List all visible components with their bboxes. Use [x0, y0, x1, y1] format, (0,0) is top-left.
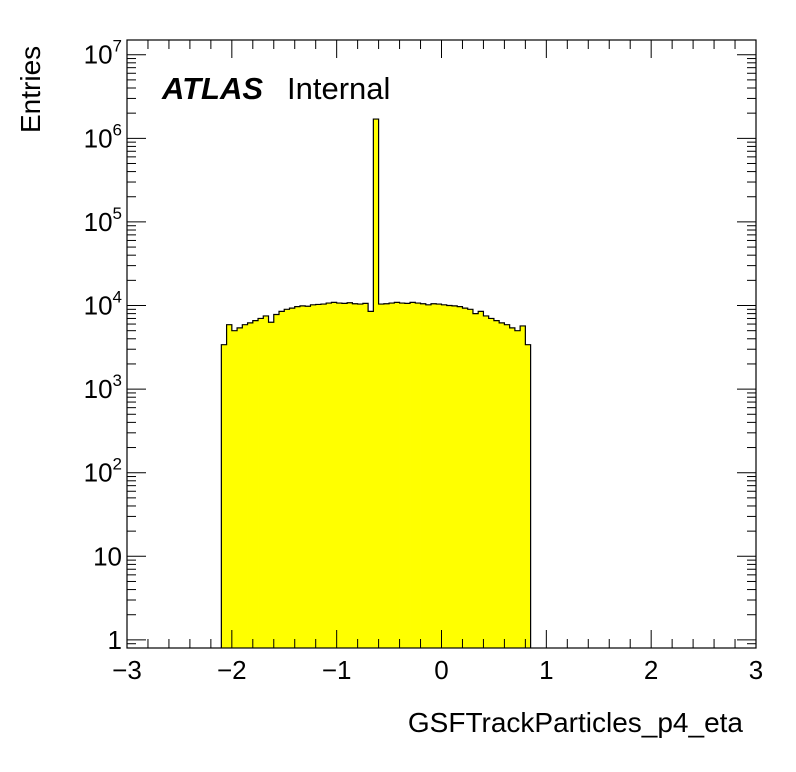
histogram-bar: [289, 308, 296, 648]
histogram-bar: [504, 324, 511, 648]
histogram-bar: [399, 303, 406, 648]
y-tick-labels: 1 10 102 103 104 105 106 107: [84, 37, 122, 655]
histogram-bar: [436, 304, 442, 648]
histogram-bar: [263, 315, 269, 648]
histogram-bar: [451, 305, 458, 648]
histogram-bar: [341, 303, 348, 648]
histogram-bar: [326, 303, 332, 648]
histogram-bar: [294, 306, 301, 648]
histogram-bar: [467, 309, 474, 648]
histogram-bars: [221, 119, 532, 648]
x-tick-label: 2: [644, 655, 658, 685]
histogram-bar: [373, 119, 379, 648]
y-axis-title: Entries: [15, 46, 46, 133]
histogram-outline: [220, 118, 532, 648]
histogram-bar: [368, 311, 374, 648]
histogram-bar: [242, 324, 248, 648]
y-tick-label: 105: [84, 204, 122, 237]
histogram-bar: [394, 302, 400, 648]
histogram-bar: [320, 304, 327, 648]
histogram-bar: [509, 327, 516, 648]
histogram-bar: [331, 302, 338, 648]
histogram-bar: [226, 324, 233, 648]
histogram-bar: [425, 304, 432, 648]
histogram-bar: [462, 308, 469, 648]
histogram-bar: [520, 325, 526, 648]
histogram-bar: [441, 304, 448, 648]
histogram-bar: [299, 305, 306, 648]
y-tick-label: 104: [84, 288, 122, 321]
histogram-bar: [431, 303, 437, 648]
x-tick-labels: −3 −2 −1 0 1 2 3: [112, 655, 763, 685]
histogram-bar: [525, 344, 532, 648]
histogram-bar: [514, 330, 521, 648]
histogram-bar: [415, 303, 421, 648]
histogram-bar: [478, 311, 484, 648]
histogram-bar: [410, 302, 416, 648]
y-tick-label: 106: [84, 120, 122, 153]
atlas-label: ATLAS: [161, 71, 263, 106]
histogram-bar: [305, 306, 311, 648]
histogram-bar: [472, 313, 479, 648]
y-tick-label: 10: [93, 541, 122, 571]
histogram-bar: [383, 303, 390, 648]
histogram-bar: [279, 311, 285, 648]
y-tick-label: 102: [84, 455, 122, 488]
histogram-bar: [310, 304, 317, 648]
histogram-bar: [221, 344, 227, 648]
histogram-bar: [336, 303, 343, 648]
histogram-bar: [389, 303, 395, 648]
y-tick-label: 103: [84, 371, 122, 404]
y-tick-label: 107: [84, 37, 122, 70]
histogram-bar: [493, 320, 500, 648]
y-tick-label: 1: [108, 625, 122, 655]
histogram-bar: [457, 306, 463, 648]
histogram-bar: [352, 303, 359, 648]
histogram-bar: [315, 304, 322, 648]
x-tick-label: 3: [749, 655, 763, 685]
histogram-bar: [362, 303, 369, 648]
x-tick-label: −1: [322, 655, 352, 685]
histogram-bar: [378, 304, 385, 648]
x-tick-label: 0: [434, 655, 448, 685]
histogram-bar: [258, 318, 264, 648]
x-axis-title: GSFTrackParticles_p4_eta: [408, 707, 744, 738]
histogram-bar: [231, 330, 238, 648]
histogram-bar: [252, 320, 259, 648]
x-tick-label: −3: [112, 655, 142, 685]
internal-label: Internal: [287, 71, 390, 106]
x-tick-label: 1: [539, 655, 553, 685]
histogram-bar: [284, 309, 290, 648]
histogram-bar: [273, 314, 280, 648]
histogram-bar: [499, 322, 505, 648]
axis-ticks: [126, 40, 757, 649]
x-tick-label: −2: [217, 655, 247, 685]
histogram-bar: [404, 303, 411, 648]
histogram-bar: [446, 305, 453, 648]
histogram-bar: [237, 327, 243, 648]
histogram-bar: [347, 302, 353, 648]
histogram-bar: [420, 303, 427, 648]
histogram-bar: [357, 304, 364, 648]
histogram-bar: [247, 322, 254, 648]
histogram-bar: [488, 318, 495, 648]
histogram-bar: [483, 315, 490, 648]
histogram-bar: [268, 322, 275, 648]
